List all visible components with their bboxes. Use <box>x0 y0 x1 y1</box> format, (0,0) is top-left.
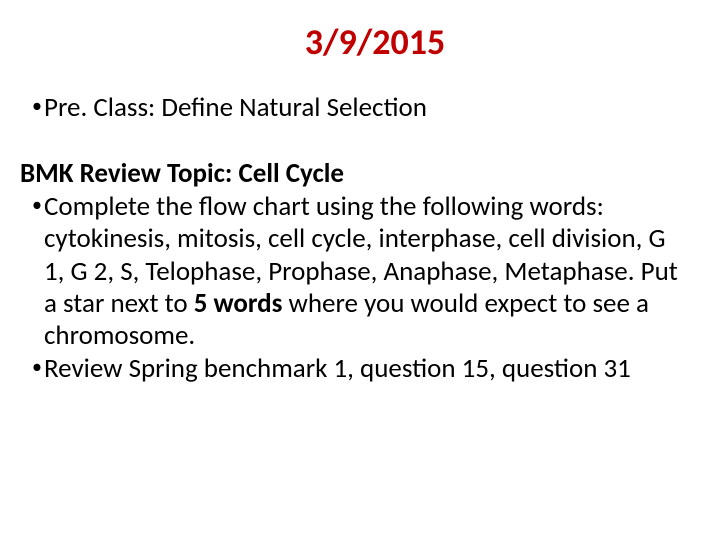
bullet-preclass: • Pre. Class: Define Natural Selection <box>20 92 690 124</box>
flowchart-text-bold: 5 words <box>194 287 283 320</box>
section-preclass: • Pre. Class: Define Natural Selection <box>20 92 690 124</box>
bullet-preclass-text: Pre. Class: Define Natural Selection <box>44 92 690 124</box>
slide-title: 3/9/2015 <box>60 20 690 64</box>
bullet-dot-icon: • <box>20 92 44 118</box>
bullet-dot-icon: • <box>20 191 44 217</box>
section-bmk: BMK Review Topic: Cell Cycle • Complete … <box>20 158 690 385</box>
bullet-review-benchmark-text: Review Spring benchmark 1, question 15, … <box>44 353 690 385</box>
bullet-complete-flowchart: • Complete the flow chart using the foll… <box>20 191 690 353</box>
bullet-complete-flowchart-text: Complete the flow chart using the follow… <box>44 191 690 353</box>
bullet-dot-icon: • <box>20 353 44 379</box>
bullet-review-benchmark: • Review Spring benchmark 1, question 15… <box>20 353 690 385</box>
bmk-heading: BMK Review Topic: Cell Cycle <box>20 158 690 190</box>
